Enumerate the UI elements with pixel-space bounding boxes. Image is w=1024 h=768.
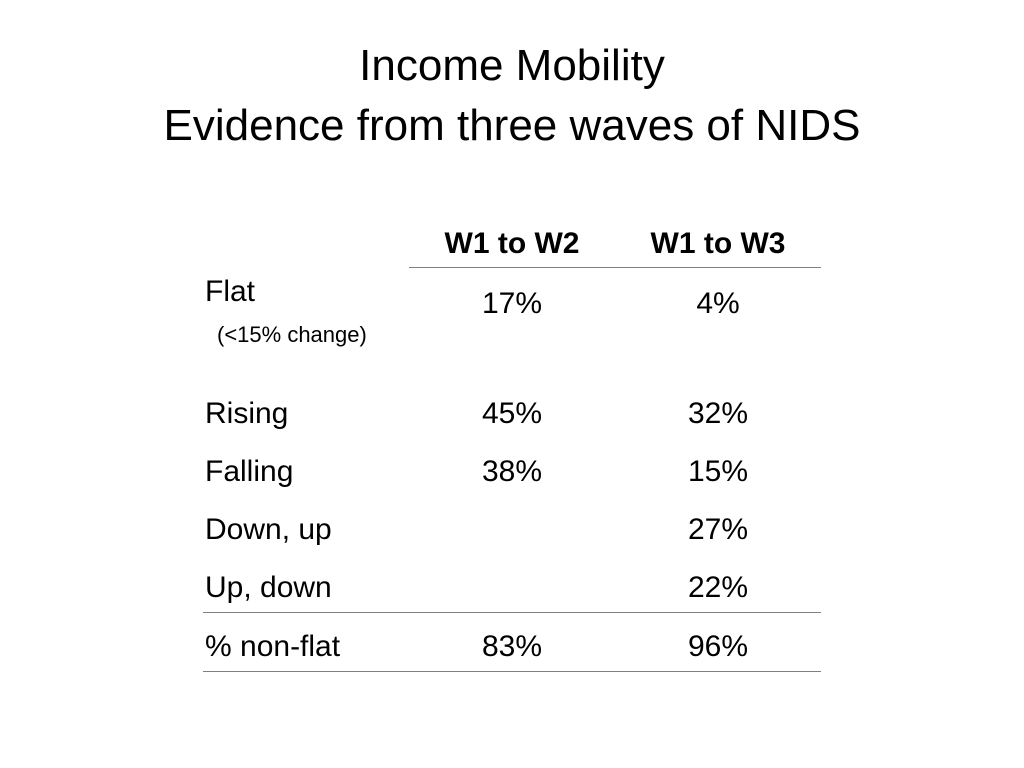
table-row-non-flat: % non-flat 83% 96% bbox=[203, 612, 821, 672]
column-header-w1-w2: W1 to W2 bbox=[444, 227, 580, 260]
row-label: % non-flat bbox=[205, 630, 341, 663]
mobility-table: W1 to W2 W1 to W3 Flat (<15% change) 17%… bbox=[203, 222, 821, 672]
table-row-down-up: Down, up 27% bbox=[203, 496, 821, 554]
cell-w1-w2: 38% bbox=[481, 455, 543, 488]
cell-w1-w2: 83% bbox=[481, 630, 543, 663]
row-sublabel: (<15% change) bbox=[217, 322, 367, 347]
cell-w1-w3: 27% bbox=[687, 513, 749, 546]
row-label: Down, up bbox=[205, 513, 332, 546]
title-line-2: Evidence from three waves of NIDS bbox=[163, 101, 861, 150]
cell-w1-w2: 17% bbox=[481, 287, 543, 320]
cell-w1-w3: 4% bbox=[696, 287, 740, 320]
table-header-row: W1 to W2 W1 to W3 bbox=[203, 222, 821, 268]
title-line-1: Income Mobility bbox=[359, 41, 665, 90]
row-label: Falling bbox=[205, 455, 294, 488]
table-row-falling: Falling 38% 15% bbox=[203, 438, 821, 496]
cell-w1-w3: 32% bbox=[687, 397, 749, 430]
cell-w1-w2: 45% bbox=[481, 397, 543, 430]
row-label: Rising bbox=[205, 397, 289, 430]
slide-title: Income Mobility Evidence from three wave… bbox=[0, 36, 1024, 156]
cell-w1-w3: 96% bbox=[687, 630, 749, 663]
table-row-up-down: Up, down 22% bbox=[203, 554, 821, 612]
header-divider bbox=[409, 267, 821, 268]
cell-w1-w3: 15% bbox=[687, 455, 749, 488]
row-label: Up, down bbox=[205, 571, 332, 604]
table-row-flat: Flat (<15% change) 17% 4% bbox=[203, 222, 821, 347]
cell-w1-w3: 22% bbox=[687, 571, 749, 604]
column-header-w1-w3: W1 to W3 bbox=[650, 227, 786, 260]
table-row-rising: Rising 45% 32% bbox=[203, 380, 821, 438]
row-label: Flat bbox=[205, 275, 256, 308]
